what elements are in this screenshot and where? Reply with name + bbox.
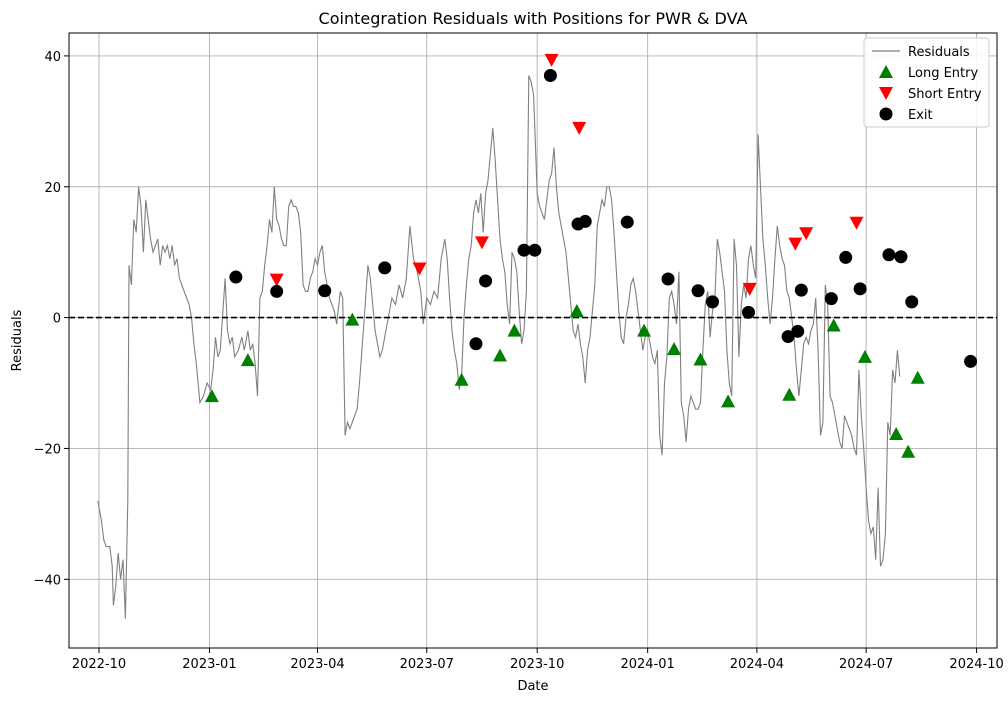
- y-tick-label: 0: [53, 312, 61, 327]
- exit-marker: [229, 270, 243, 284]
- short-entry-marker: [412, 262, 427, 276]
- long-entry-marker: [693, 352, 708, 366]
- exit-marker: [479, 274, 493, 288]
- long-entry-marker: [204, 389, 219, 403]
- y-tick-label: 40: [44, 50, 61, 65]
- long-entry-marker: [721, 394, 736, 408]
- short-entry-marker: [788, 237, 803, 251]
- x-tick-label: 2024-07: [839, 657, 893, 672]
- short-entry-marker: [572, 121, 587, 135]
- long-entry-marker: [782, 387, 797, 401]
- plot-frame: [68, 32, 998, 649]
- x-tick-label: 2023-04: [290, 657, 344, 672]
- legend-exit-label: Exit: [908, 108, 933, 123]
- short-entry-marker: [799, 227, 814, 241]
- legend: Residuals Long Entry Short Entry Exit: [863, 37, 990, 128]
- exit-marker: [824, 292, 838, 306]
- exit-marker: [705, 295, 719, 309]
- exit-marker: [620, 215, 634, 229]
- exit-marker: [578, 214, 592, 228]
- short-entry-marker: [474, 236, 489, 250]
- legend-short-entry-label: Short Entry: [908, 87, 982, 102]
- exit-marker: [661, 272, 675, 286]
- short-entry-marker: [742, 282, 757, 296]
- exit-marker: [691, 284, 705, 298]
- x-tick-label: 2022-10: [72, 657, 126, 672]
- exit-marker: [378, 261, 392, 275]
- y-axis-label: Residuals: [10, 309, 25, 371]
- x-tick-label: 2024-10: [949, 657, 1003, 672]
- short-entry-marker: [849, 216, 864, 230]
- long-entry-marker: [492, 348, 507, 362]
- y-tick-label: −40: [34, 573, 61, 588]
- legend-box: [863, 37, 990, 128]
- long-entry-marker: [454, 372, 469, 386]
- exit-marker: [528, 243, 542, 257]
- exit-marker: [964, 354, 978, 368]
- exit-marker: [469, 337, 483, 351]
- long-entry-marker: [637, 323, 652, 337]
- chart-title: Cointegration Residuals with Positions f…: [319, 9, 748, 28]
- long-entry-marker: [507, 323, 522, 337]
- exit-marker: [882, 248, 896, 262]
- exit-marker: [905, 295, 919, 309]
- exit-marker: [270, 284, 284, 298]
- long-entry-marker: [240, 353, 255, 367]
- exit-marker: [791, 324, 805, 338]
- exit-marker: [781, 330, 795, 344]
- exit-marker: [517, 243, 531, 257]
- legend-residuals-label: Residuals: [908, 45, 970, 60]
- long-entry-marker: [569, 304, 584, 318]
- exit-marker: [853, 282, 867, 296]
- exit-marker: [894, 250, 908, 264]
- legend-long-entry-swatch: [879, 65, 893, 78]
- exit-marker: [839, 250, 853, 264]
- axes-group: 2022-10 2023-01 2023-04 2023-07 2023-10 2024-…: [34, 32, 1004, 672]
- x-axis-label: Date: [517, 679, 548, 694]
- exit-marker: [543, 69, 557, 83]
- exit-marker: [318, 284, 332, 298]
- markers-group: [204, 53, 978, 458]
- y-tick-label: 20: [44, 181, 61, 196]
- residuals-line: [97, 75, 901, 619]
- x-tick-label: 2023-10: [510, 657, 564, 672]
- long-entry-marker: [910, 370, 925, 384]
- exit-marker: [741, 305, 755, 319]
- long-entry-marker: [667, 342, 682, 356]
- legend-long-entry-label: Long Entry: [908, 66, 978, 81]
- x-tick-label: 2024-04: [730, 657, 784, 672]
- long-entry-marker: [857, 349, 872, 363]
- x-tick-label: 2024-01: [620, 657, 674, 672]
- long-entry-marker: [826, 318, 841, 332]
- x-tick-label: 2023-07: [400, 657, 454, 672]
- long-entry-marker: [345, 312, 360, 326]
- long-entry-marker: [889, 427, 904, 441]
- short-entry-marker: [544, 53, 559, 67]
- legend-exit-swatch: [879, 107, 893, 121]
- legend-short-entry-swatch: [879, 87, 893, 100]
- x-tick-label: 2023-01: [182, 657, 236, 672]
- short-entry-marker: [269, 273, 284, 287]
- y-tick-label: −20: [34, 442, 61, 457]
- long-entry-marker: [901, 444, 916, 458]
- residuals-line-group: [97, 75, 901, 619]
- exit-marker: [794, 283, 808, 297]
